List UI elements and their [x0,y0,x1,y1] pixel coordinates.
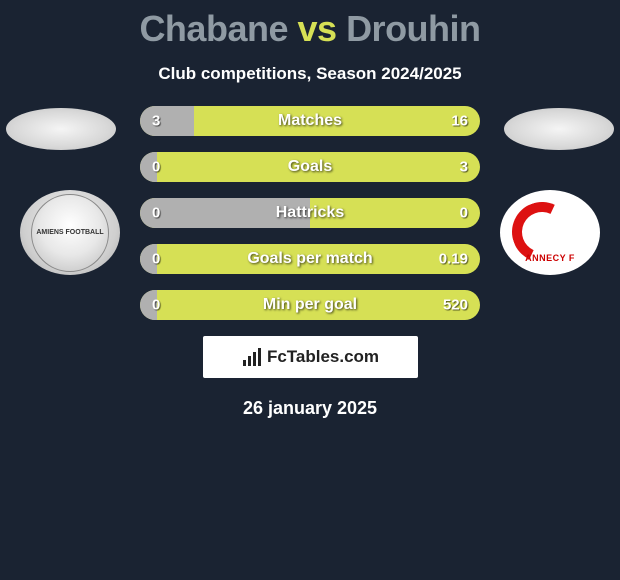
bar-row: 3Matches16 [140,106,480,136]
bar-label: Goals per match [140,250,480,268]
player2-name: Drouhin [346,8,480,49]
brand-text: FcTables.com [267,347,379,367]
bar-right-value: 16 [451,113,468,130]
subtitle: Club competitions, Season 2024/2025 [0,64,620,84]
brand-box: FcTables.com [203,336,418,378]
bar-label: Hattricks [140,204,480,222]
bar-right-value: 3 [460,159,468,176]
club-logo-right: ANNECY F [500,190,600,275]
flag-left [6,108,116,150]
player1-name: Chabane [139,8,288,49]
bar-right-value: 520 [443,297,468,314]
vs-text: vs [298,8,337,49]
bar-right-value: 0 [460,205,468,222]
bars-icon [241,348,263,366]
comparison-area: AMIENS FOOTBALL ANNECY F 3Matches160Goal… [0,106,620,320]
bar-row: 0Goals per match0.19 [140,244,480,274]
club-logo-left: AMIENS FOOTBALL [20,190,120,275]
bars-container: 3Matches160Goals30Hattricks00Goals per m… [140,106,480,320]
bar-label: Goals [140,158,480,176]
bar-row: 0Hattricks0 [140,198,480,228]
flag-right [504,108,614,150]
bar-right-value: 0.19 [439,251,468,268]
bar-label: Min per goal [140,296,480,314]
page-title: Chabane vs Drouhin [0,0,620,50]
date: 26 january 2025 [0,398,620,419]
club-left-label: AMIENS FOOTBALL [31,194,109,272]
club-right-label: ANNECY F [525,253,575,263]
bar-label: Matches [140,112,480,130]
bar-row: 0Goals3 [140,152,480,182]
bar-row: 0Min per goal520 [140,290,480,320]
